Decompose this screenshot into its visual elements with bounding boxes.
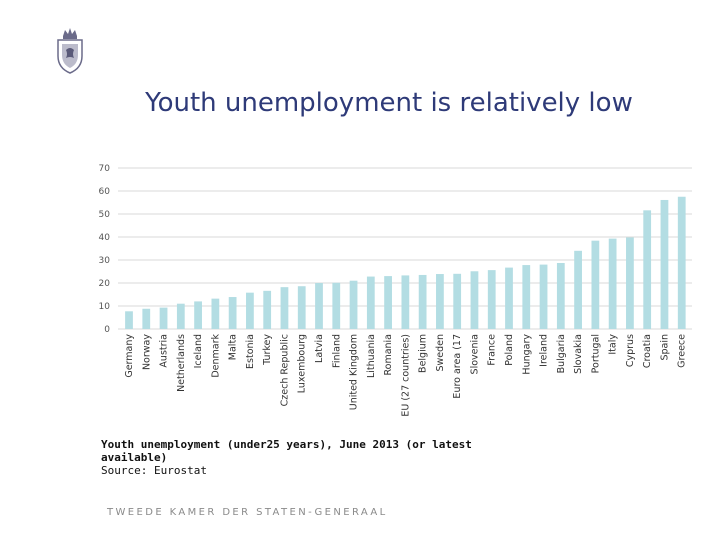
bar	[349, 280, 358, 329]
x-category-label: Germany	[124, 334, 135, 378]
bar	[246, 292, 254, 329]
x-category-label: Croatia	[642, 334, 653, 368]
bar	[522, 265, 531, 329]
x-category-label: Austria	[159, 334, 170, 368]
y-tick-label: 0	[104, 325, 110, 335]
x-category-label: Greece	[677, 334, 688, 368]
x-category-label: Turkey	[262, 334, 273, 366]
x-category-label: Italy	[608, 334, 619, 355]
bar	[125, 311, 133, 329]
y-tick-label: 10	[99, 302, 111, 312]
x-category-label: Poland	[504, 334, 515, 366]
y-tick-label: 40	[99, 233, 111, 243]
x-category-label: Estonia	[245, 334, 256, 369]
bar	[263, 290, 272, 329]
x-category-label: Spain	[659, 334, 670, 361]
bar	[556, 262, 565, 329]
y-tick-label: 70	[99, 164, 111, 174]
x-category-label: Latvia	[314, 334, 325, 363]
bar	[643, 210, 652, 329]
bar	[159, 307, 168, 329]
bar	[176, 303, 185, 329]
y-axis-ticks: 0 10 20 30 40 50 60 70	[99, 164, 111, 335]
bar	[453, 273, 462, 329]
y-tick-label: 20	[99, 279, 111, 289]
bar	[418, 274, 427, 329]
x-category-label: France	[487, 334, 498, 366]
bar	[487, 270, 496, 329]
x-category-label: Luxembourg	[297, 334, 308, 393]
x-category-label: Lithuania	[366, 334, 377, 378]
bar	[366, 276, 375, 329]
bar	[332, 282, 341, 329]
x-category-label: United Kingdom	[349, 334, 360, 410]
bar	[574, 250, 582, 329]
bar	[228, 297, 237, 329]
x-axis-labels: Germany Norway Austria Netherlands Iceland De…	[124, 334, 688, 417]
x-category-label: Cyprus	[625, 334, 636, 367]
bar	[401, 275, 410, 329]
x-category-label: Euro area (17	[452, 334, 463, 399]
bar	[591, 240, 600, 329]
x-category-label: Iceland	[193, 334, 204, 368]
caption-text: Youth unemployment (under25 years), June…	[101, 438, 472, 464]
bar	[211, 298, 220, 329]
x-category-label: Bulgaria	[556, 334, 567, 373]
x-category-label: Norway	[141, 334, 152, 370]
x-category-label: Czech Republic	[279, 334, 290, 406]
bar	[142, 308, 151, 329]
chart-caption: Youth unemployment (under25 years), June…	[101, 438, 501, 477]
x-category-label: Netherlands	[176, 334, 187, 392]
coat-of-arms-icon	[57, 28, 83, 74]
bar	[677, 196, 686, 329]
slide-title: Youth unemployment is relatively low	[145, 88, 633, 118]
bar	[470, 271, 479, 329]
x-category-label: Denmark	[210, 334, 221, 378]
x-category-label: Slovakia	[573, 334, 584, 374]
bars	[125, 196, 686, 329]
source-text: Source: Eurostat	[101, 464, 207, 477]
x-category-label: Finland	[331, 334, 342, 368]
bar	[194, 301, 202, 329]
bar	[626, 237, 634, 329]
x-category-label: Malta	[228, 334, 239, 360]
y-tick-label: 60	[99, 187, 111, 197]
footer-text: TWEEDE KAMER DER STATEN-GENERAAL	[107, 507, 388, 518]
x-category-label: Hungary	[521, 334, 532, 375]
bar	[297, 286, 306, 329]
bar	[505, 267, 513, 329]
x-category-label: Ireland	[539, 334, 550, 367]
y-tick-label: 50	[99, 210, 111, 220]
bar	[436, 274, 444, 329]
x-category-label: Portugal	[590, 334, 601, 373]
bar	[280, 287, 289, 329]
x-category-label: EU (27 countries)	[400, 334, 411, 417]
x-category-label: Sweden	[435, 334, 446, 372]
bar	[660, 199, 669, 329]
x-category-label: Slovenia	[469, 334, 480, 374]
x-category-label: Belgium	[418, 334, 429, 373]
y-tick-label: 30	[99, 256, 111, 266]
bar	[384, 276, 392, 329]
x-category-label: Romania	[383, 334, 394, 376]
bar	[315, 283, 323, 329]
bar	[608, 238, 617, 329]
bar	[539, 264, 548, 329]
